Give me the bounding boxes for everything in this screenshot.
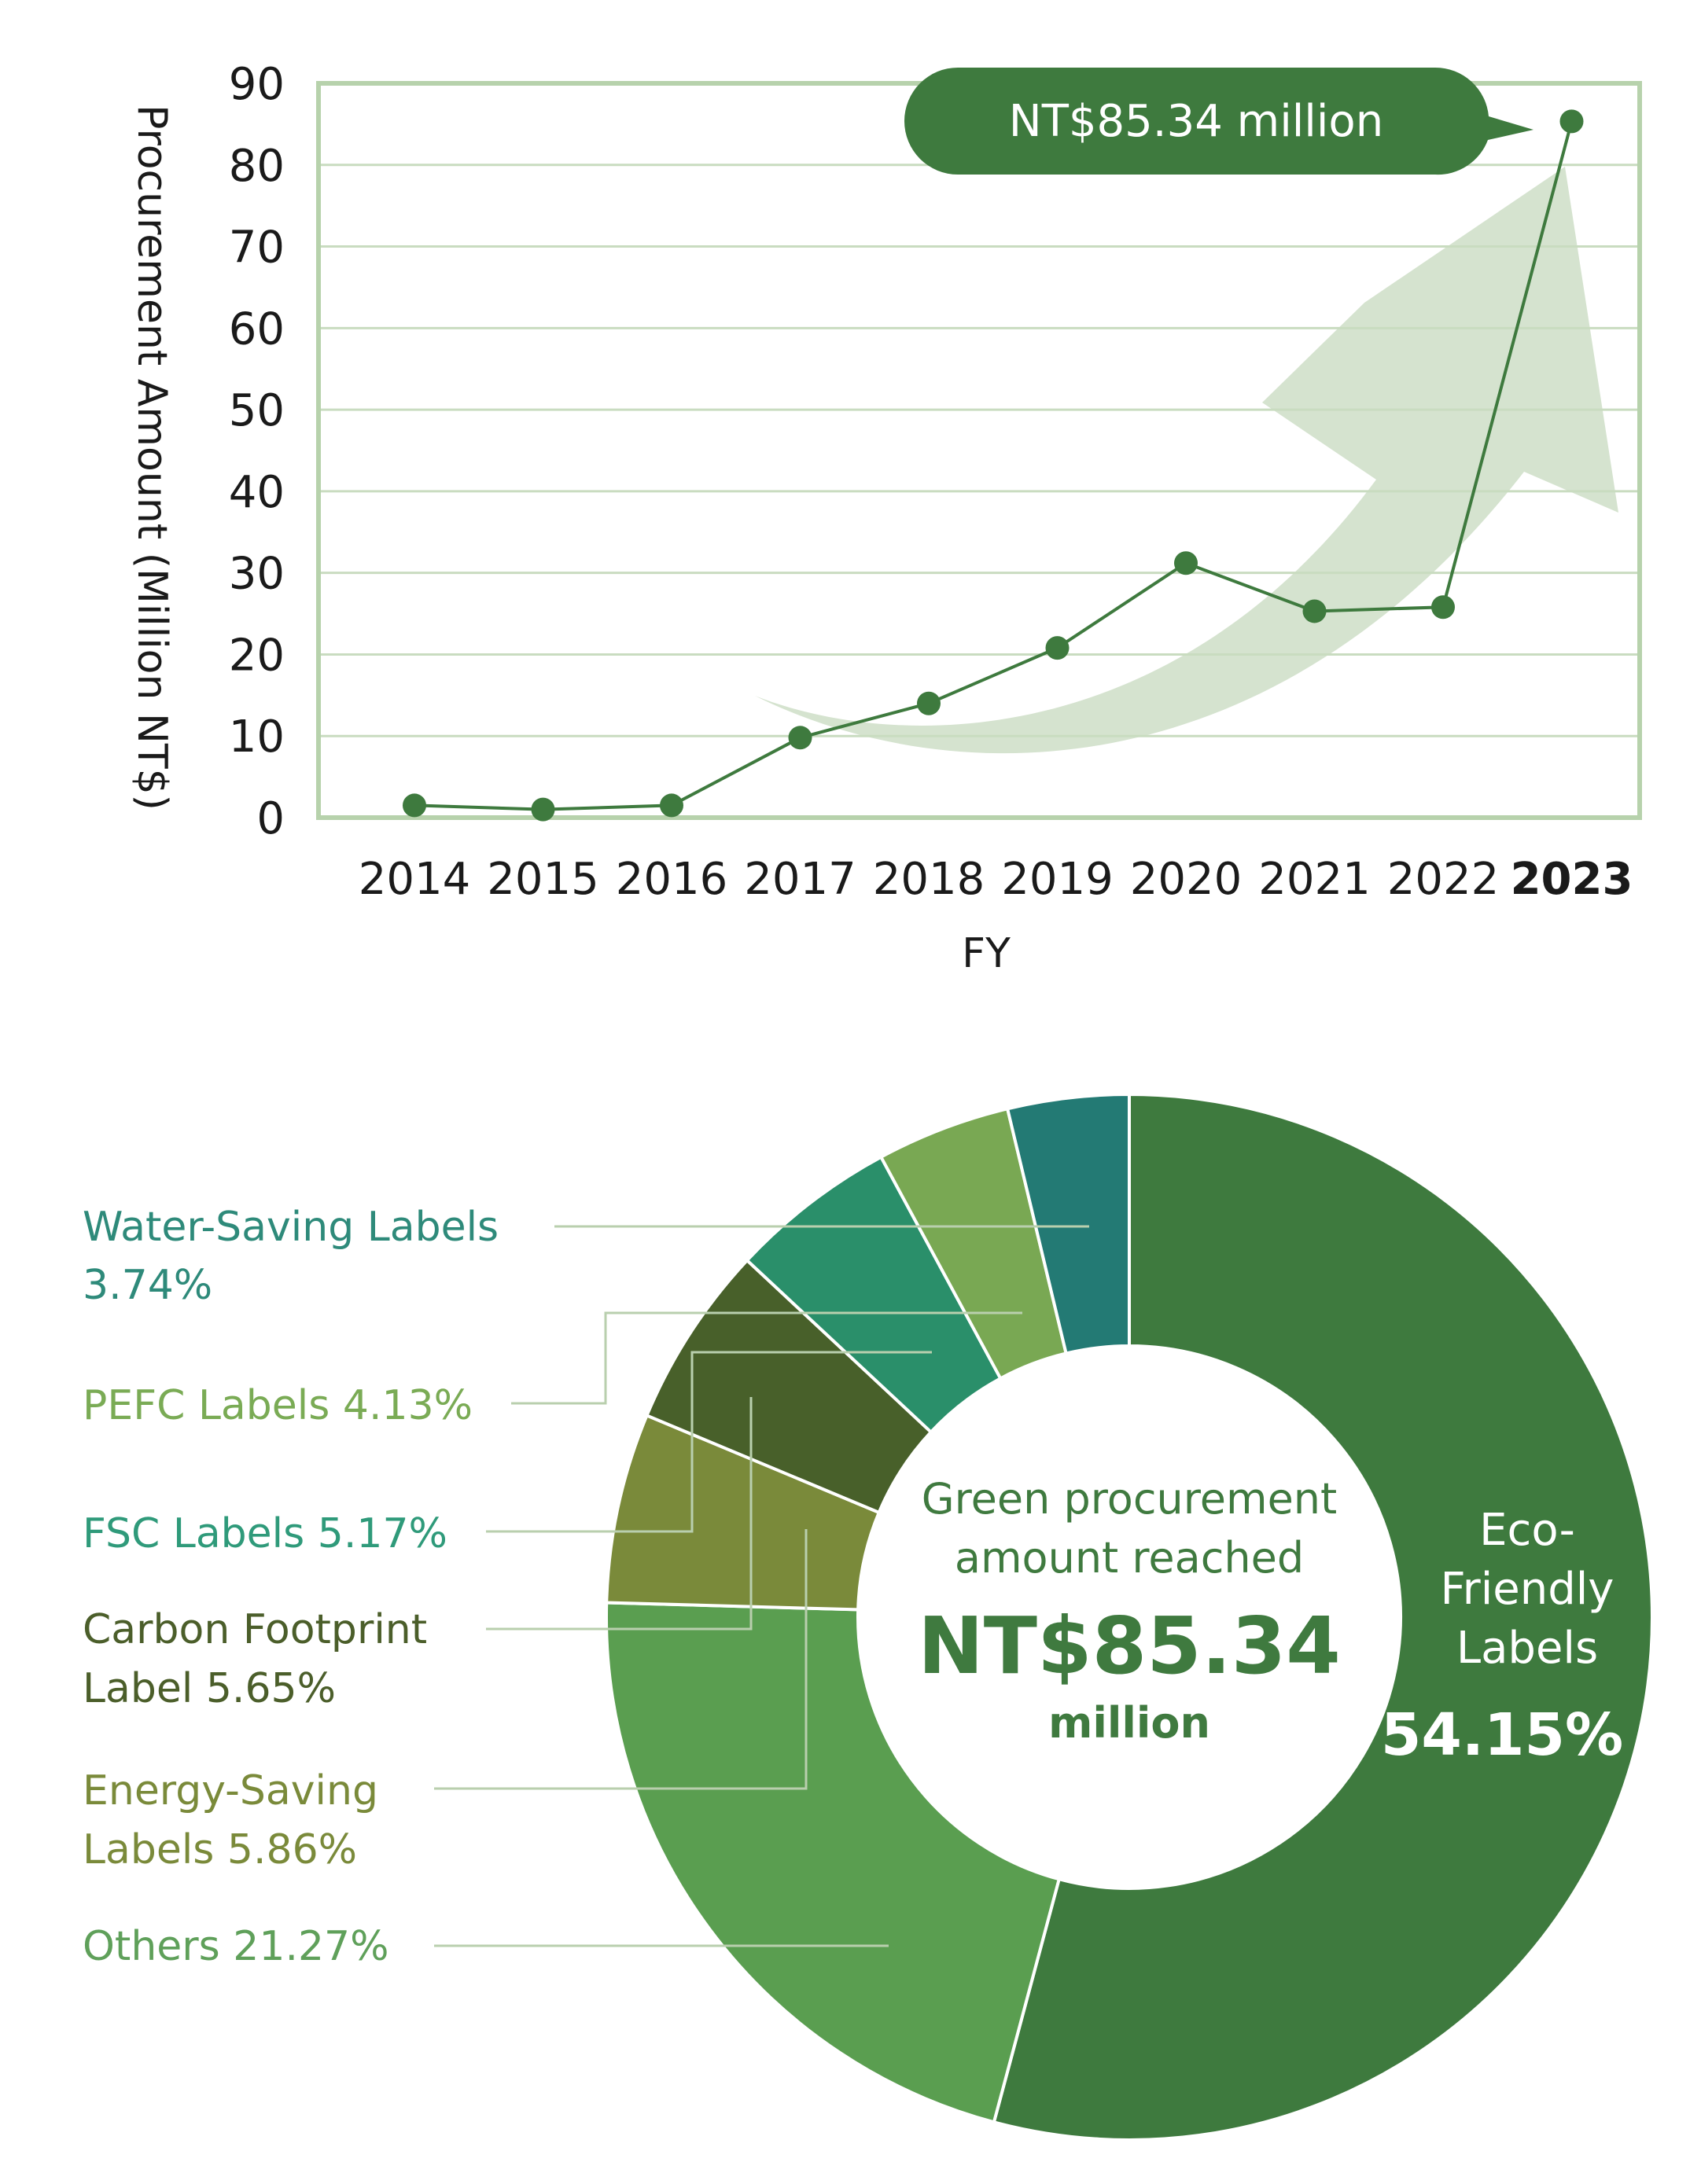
legend-percent-text: 3.74% xyxy=(83,1262,212,1309)
legend-name-text: Carbon Footprint xyxy=(83,1606,427,1653)
center-unit: million xyxy=(1048,1698,1210,1748)
legend-label-carbon-footprint-label: Carbon Footprint xyxy=(83,1606,427,1653)
legend-percent-text: 21.27% xyxy=(220,1923,389,1970)
y-tick-label: 20 xyxy=(229,630,285,681)
x-tick-label: 2023 xyxy=(1511,854,1633,905)
series-line xyxy=(414,120,1574,811)
legend-percent-text: 5.17% xyxy=(304,1510,447,1557)
leader-line xyxy=(434,1529,808,1790)
callout-label: NT$85.34 million xyxy=(1009,96,1383,147)
y-tick-label: 80 xyxy=(229,141,285,192)
legend-name-text: FSC Labels xyxy=(83,1510,304,1557)
center-line-2: amount reached xyxy=(955,1533,1304,1583)
eco-label-line-2: Friendly xyxy=(1441,1564,1614,1615)
eco-label-percent: 54.15% xyxy=(1381,1701,1623,1769)
legend-percent-text: 5.86% xyxy=(214,1826,357,1873)
legend-name-text: Water-Saving Labels xyxy=(83,1204,499,1251)
y-tick-label: 30 xyxy=(229,549,285,600)
x-tick-label: 2020 xyxy=(1130,854,1243,905)
legend-label-fsc-labels: FSC Labels 5.17% xyxy=(83,1510,447,1557)
data-point xyxy=(917,691,941,715)
donut-slice xyxy=(992,1092,1654,2142)
x-tick-label: 2015 xyxy=(487,854,599,905)
legend-label-water-saving-labels: 3.74% xyxy=(83,1262,212,1309)
y-tick-label: 0 xyxy=(256,793,285,844)
legend-label-others: Others 21.27% xyxy=(83,1923,389,1970)
x-tick-label: 2014 xyxy=(359,854,471,905)
trend-arrow-shape xyxy=(755,167,1618,754)
legend-percent-text: 4.13% xyxy=(330,1382,473,1429)
y-tick-label: 10 xyxy=(229,711,285,763)
y-tick-label: 90 xyxy=(229,59,285,110)
data-point xyxy=(1559,109,1584,134)
legend-label-water-saving-labels: Water-Saving Labels xyxy=(83,1204,499,1251)
y-tick-label: 70 xyxy=(229,222,285,274)
data-point xyxy=(1045,636,1070,660)
x-tick-label: 2016 xyxy=(616,854,728,905)
x-tick-label: 2021 xyxy=(1258,854,1371,905)
data-point xyxy=(660,793,683,818)
procurement-line-chart: 0 10 20 30 40 50 60 70 80 90 2014 2015 2016 2017 2018 2… xyxy=(128,59,1642,977)
leader-line xyxy=(511,1311,1022,1405)
x-tick-label: 2018 xyxy=(873,854,985,905)
x-tick-label: 2022 xyxy=(1387,854,1500,905)
legend-name-text: Others xyxy=(83,1923,220,1970)
eco-label-line-3: Labels xyxy=(1456,1623,1598,1674)
data-point xyxy=(788,726,812,750)
center-amount: NT$85.34 xyxy=(918,1600,1341,1692)
legend-percent-text: 5.65% xyxy=(193,1665,336,1712)
y-axis-title: Procurement Amount (Million NT$) xyxy=(128,105,175,811)
data-point xyxy=(403,793,426,818)
eco-label-line-1: Eco- xyxy=(1479,1505,1575,1556)
data-point xyxy=(1174,551,1198,575)
data-point xyxy=(1302,599,1327,623)
center-line-1: Green procurement xyxy=(922,1474,1337,1524)
callout-bubble xyxy=(904,67,1533,175)
leader-line xyxy=(486,1397,753,1631)
donut-slice xyxy=(1005,1092,1131,1355)
donut-slice xyxy=(605,1601,1062,2124)
data-point xyxy=(1431,595,1455,620)
data-point xyxy=(531,797,555,822)
y-tick-label: 50 xyxy=(229,385,285,436)
legend-label-pefc-labels: PEFC Labels 4.13% xyxy=(83,1382,473,1429)
legend-label-energy-saving-labels: Energy-Saving xyxy=(83,1767,378,1814)
y-tick-label: 60 xyxy=(229,303,285,355)
legend-label-energy-saving-labels: Labels 5.86% xyxy=(83,1826,357,1873)
x-axis-title: FY xyxy=(962,930,1011,977)
x-tick-label: 2017 xyxy=(744,854,856,905)
legend-name-text: Labels xyxy=(83,1826,214,1873)
leader-line xyxy=(486,1351,932,1533)
y-tick-label: 40 xyxy=(229,467,285,518)
legend-name-text: Energy-Saving xyxy=(83,1767,378,1814)
x-tick-label: 2019 xyxy=(1001,854,1114,905)
legend-name-text: Label xyxy=(83,1665,193,1712)
legend-name-text: PEFC Labels xyxy=(83,1382,330,1429)
legend-label-carbon-footprint-label: Label 5.65% xyxy=(83,1665,336,1712)
